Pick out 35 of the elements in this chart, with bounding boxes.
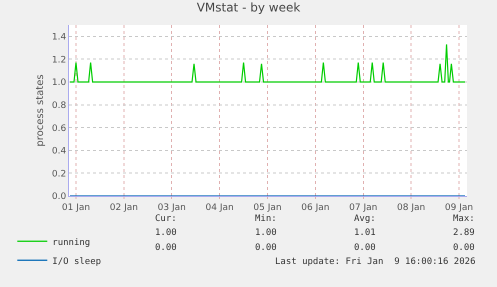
text: 0.00	[155, 243, 177, 253]
y-tick-label: 0.8	[52, 100, 66, 111]
y-tick-label: 1.2	[52, 55, 66, 66]
text: Min:	[255, 214, 277, 224]
x-tick-label: 01 Jan	[62, 202, 90, 213]
chart-title: VMstat - by week	[196, 0, 300, 14]
y-tick-label: 0.0	[52, 192, 66, 202]
x-tick-label: 06 Jan	[301, 202, 330, 213]
line-series	[69, 44, 466, 83]
y-tick-label: 0.6	[52, 124, 66, 134]
text: 1.00	[255, 228, 277, 238]
text: Max:	[453, 214, 475, 224]
y-tick-label: 1.0	[52, 78, 66, 88]
x-tick-label: 05 Jan	[253, 202, 282, 213]
text: 0.00	[453, 243, 475, 253]
y-tick-label: 1.4	[52, 32, 66, 43]
text: 2.89	[453, 228, 475, 238]
legend-label: I/O sleep	[52, 256, 102, 267]
text: Last update: Fri Jan 9 16:00:16 2026	[275, 257, 476, 267]
x-tick-label: 09 Jan	[444, 202, 474, 213]
x-tick-label: 08 Jan	[397, 202, 426, 213]
text: 1.00	[155, 228, 177, 238]
text: 0.00	[255, 243, 277, 253]
y-tick-label: 0.2	[52, 169, 66, 180]
y-tick-label: 0.4	[52, 146, 66, 157]
x-tick-label: 02 Jan	[110, 202, 138, 213]
text: Cur:	[155, 214, 177, 224]
legend-label: running	[52, 238, 90, 248]
x-tick-label: 03 Jan	[158, 202, 186, 213]
text: Avg:	[354, 214, 376, 224]
text: 0.00	[354, 243, 376, 253]
x-tick-label: 07 Jan	[349, 202, 378, 213]
x-tick-label: 04 Jan	[206, 202, 234, 213]
y-axis-title: process states	[34, 74, 46, 147]
text: 1.01	[354, 228, 376, 238]
